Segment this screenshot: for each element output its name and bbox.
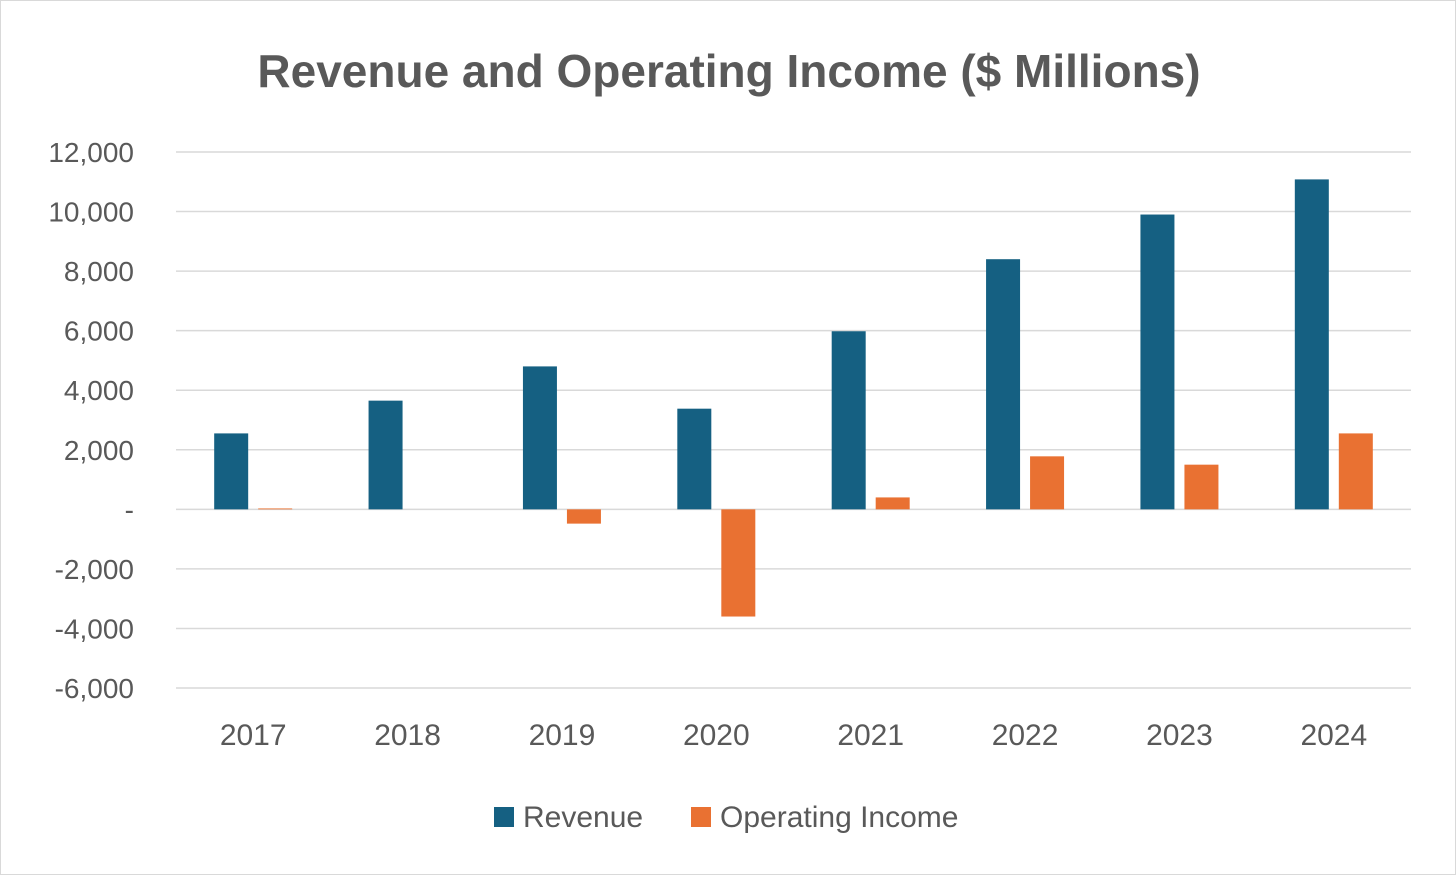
operating-income-bar-2019	[566, 509, 601, 524]
y-tick-label: 2,000	[64, 435, 134, 466]
revenue-bar-2019	[522, 366, 557, 510]
x-axis-tick-labels: 2017 2018 2019 2020 2021 2022 2023 2024	[220, 719, 1367, 752]
revenue-bar-2017	[214, 433, 249, 510]
y-axis-tick-labels: 12,000 10,000 8,000 6,000 4,000 2,000 - -2,000 -…	[48, 137, 134, 704]
y-tick-label: -	[125, 494, 134, 525]
y-tick-label: -2,000	[55, 554, 134, 585]
revenue-bar-2023	[1140, 214, 1175, 510]
x-tick-label: 2022	[992, 719, 1059, 752]
legend-swatch	[691, 807, 711, 827]
legend-swatch	[494, 807, 514, 827]
y-tick-label: 10,000	[48, 197, 134, 228]
chart-title: Revenue and Operating Income ($ Millions…	[257, 45, 1200, 97]
operating-income-bar-2024	[1338, 433, 1373, 510]
x-tick-label: 2021	[837, 719, 904, 752]
y-tick-label: 6,000	[64, 316, 134, 347]
operating-income-bar-2020	[721, 509, 756, 617]
x-tick-label: 2018	[374, 719, 441, 752]
operating-income-bar-2023	[1184, 464, 1219, 510]
y-tick-label: -4,000	[55, 613, 134, 644]
y-tick-label: 8,000	[64, 256, 134, 287]
gridlines	[176, 151, 1411, 689]
x-tick-label: 2019	[529, 719, 596, 752]
y-tick-label: 4,000	[64, 375, 134, 406]
operating-income-bar-2021	[875, 497, 910, 510]
bars	[214, 179, 1373, 617]
y-tick-label: -6,000	[55, 673, 134, 704]
revenue-bar-2024	[1294, 179, 1329, 510]
revenue-bar-2018	[368, 400, 403, 510]
legend-label: Operating Income	[720, 801, 958, 834]
y-tick-label: 12,000	[48, 137, 134, 168]
operating-income-bar-2022	[1030, 456, 1065, 510]
revenue-bar-2022	[986, 259, 1021, 510]
revenue-bar-2021	[831, 331, 866, 510]
operating-income-bar-2017	[258, 508, 293, 510]
legend: Revenue Operating Income	[494, 801, 958, 834]
x-tick-label: 2020	[683, 719, 750, 752]
x-tick-label: 2023	[1146, 719, 1213, 752]
legend-label: Revenue	[523, 801, 643, 834]
x-tick-label: 2017	[220, 719, 287, 752]
x-tick-label: 2024	[1300, 719, 1367, 752]
revenue-bar-2020	[677, 408, 712, 510]
